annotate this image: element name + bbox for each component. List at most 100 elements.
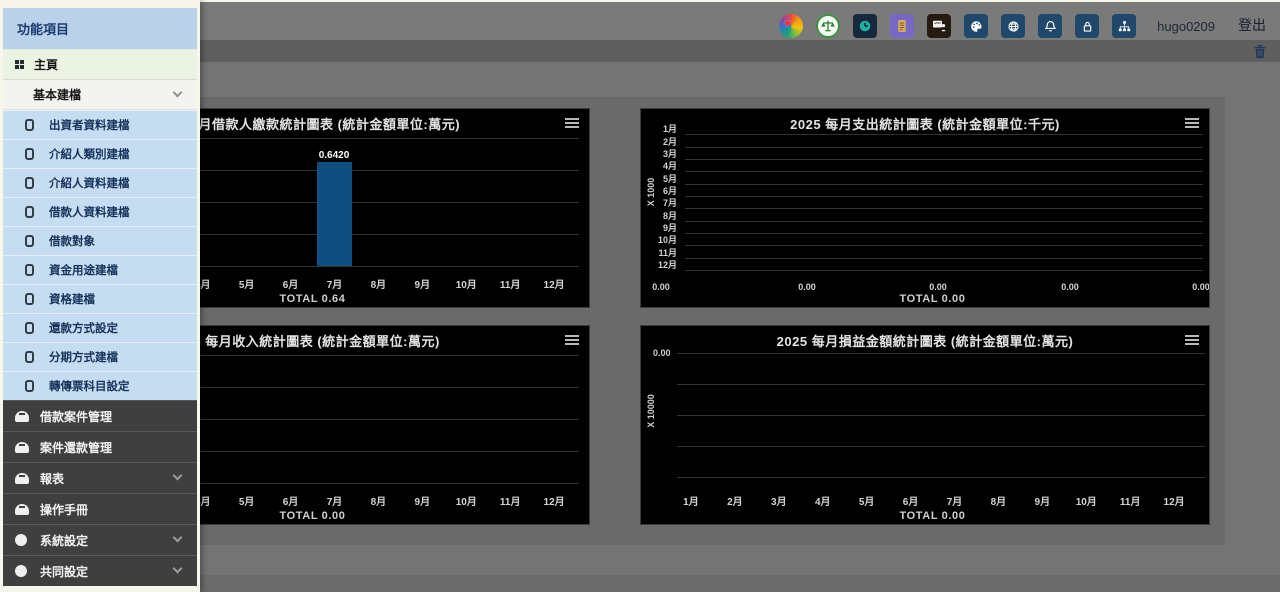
gridline xyxy=(677,446,1205,447)
sidebar-item-label: 共同設定 xyxy=(40,564,89,579)
category-row: 9月 xyxy=(649,222,1203,234)
bell-icon[interactable] xyxy=(1038,14,1063,38)
sidebar-item-label: 借款對象 xyxy=(49,236,95,248)
x-axis-label: 6月 xyxy=(902,497,919,508)
sidebar-section-item[interactable]: 借款案件管理 xyxy=(3,400,197,431)
sidebar-item-label: 資格建檔 xyxy=(49,294,95,306)
secondary-toolbar xyxy=(0,40,1280,62)
sidebar-section-item[interactable]: 案件還款管理 xyxy=(3,431,197,462)
x-axis-tick: 0.00 xyxy=(1192,282,1210,292)
presentation-icon[interactable] xyxy=(927,14,952,38)
sidebar-sub-item[interactable]: 資金用途建檔 xyxy=(3,255,197,284)
chart-title: 2025 每月損益金額統計圖表 (統計金額單位:萬元) xyxy=(776,334,1074,349)
sidebar-sub-item[interactable]: 轉傳票科目設定 xyxy=(3,371,197,400)
gridline xyxy=(685,172,1203,185)
chart-menu-icon[interactable] xyxy=(565,118,579,120)
sidebar-item-label: 案件還款管理 xyxy=(40,440,113,455)
bar-july[interactable] xyxy=(317,162,352,266)
chart-menu-icon[interactable] xyxy=(565,335,579,337)
home-grid-icon xyxy=(15,60,24,69)
x-axis-label: 9月 xyxy=(1034,497,1051,508)
sidebar-section-item[interactable]: 系統設定 xyxy=(3,524,197,555)
scroll-icon[interactable] xyxy=(890,14,915,38)
sidebar-sub-item[interactable]: 介紹人類別建檔 xyxy=(3,139,197,168)
card-outline-icon xyxy=(25,148,34,160)
sidebar-item-home[interactable]: 主頁 xyxy=(3,50,197,80)
x-axis-label: 5月 xyxy=(238,280,255,291)
x-axis-label: 6月 xyxy=(282,280,299,291)
sidebar-group-basic[interactable]: 基本建檔 xyxy=(3,80,197,110)
gridline xyxy=(45,387,579,388)
scales-logo-icon[interactable] xyxy=(816,14,841,38)
gridline xyxy=(45,170,579,171)
sidebar-sub-item[interactable]: 借款人資料建檔 xyxy=(3,197,197,226)
card-outline-icon xyxy=(25,264,34,276)
card-outline-icon xyxy=(25,235,34,247)
gridline xyxy=(45,451,579,452)
category-row: 3月 xyxy=(649,148,1203,160)
x-axis-label: 3月 xyxy=(771,497,787,508)
chart-total: TOTAL 0.00 xyxy=(279,510,346,522)
palette-icon[interactable] xyxy=(964,14,989,38)
chevron-down-icon xyxy=(172,470,183,481)
gridline xyxy=(45,483,579,484)
chart-menu-icon[interactable] xyxy=(1185,118,1199,120)
category-row: 5月 xyxy=(649,172,1203,185)
sidebar-group-label: 基本建檔 xyxy=(33,88,82,102)
sidebar-sub-item[interactable]: 出資者資料建檔 xyxy=(3,110,197,139)
globe-icon[interactable] xyxy=(1001,14,1026,38)
x-axis-label: 12月 xyxy=(543,280,565,291)
logout-link[interactable]: 登出 xyxy=(1238,17,1266,33)
section-icon xyxy=(15,472,29,484)
sidebar-sub-item[interactable]: 介紹人資料建檔 xyxy=(3,168,197,197)
sidebar-section-item[interactable]: 報表 xyxy=(3,462,197,493)
gridline xyxy=(685,148,1203,160)
sitemap-icon[interactable] xyxy=(1112,14,1137,38)
x-axis-label: 7月 xyxy=(946,497,963,508)
y-axis-label: 3月 xyxy=(662,148,677,159)
sidebar-item-label: 轉傳票科目設定 xyxy=(49,381,130,393)
chart-profit-loss: 2025 每月損益金額統計圖表 (統計金額單位:萬元) 0.00 X 10000… xyxy=(640,325,1210,525)
x-axis-label: 7月 xyxy=(326,497,343,508)
category-row: 12月 xyxy=(649,259,1203,271)
sidebar-item-label: 分期方式建檔 xyxy=(49,352,118,364)
sidebar-section-item[interactable]: 共同設定 xyxy=(3,555,197,586)
sidebar-sub-item[interactable]: 資格建檔 xyxy=(3,284,197,313)
wreath-logo-icon[interactable]: ♥ xyxy=(779,14,804,38)
sidebar-section-item[interactable]: 操作手冊 xyxy=(3,493,197,524)
x-axis-label: 4月 xyxy=(194,280,211,291)
gridline xyxy=(685,185,1203,197)
gridline xyxy=(685,123,1203,136)
trash-icon[interactable] xyxy=(1253,44,1267,59)
gridline xyxy=(45,355,579,356)
chevron-down-icon xyxy=(172,563,183,574)
gridline xyxy=(677,415,1205,416)
section-icon xyxy=(15,534,27,546)
sidebar-sub-item[interactable]: 還款方式設定 xyxy=(3,313,197,342)
top-accent-line xyxy=(0,0,1280,2)
chart-menu-icon[interactable] xyxy=(1185,335,1199,337)
x-axis-label: 1月 xyxy=(683,497,699,508)
lock-icon[interactable] xyxy=(1075,14,1100,38)
x-axis-label: 10月 xyxy=(455,497,477,508)
chart-total: TOTAL 0.64 xyxy=(279,293,346,305)
x-axis-label: 2月 xyxy=(727,497,743,508)
sidebar: 功能項目 主頁 基本建檔 出資者資料建檔 介紹人類別建檔 xyxy=(0,0,200,592)
x-axis-tick: 0.00 xyxy=(798,282,816,292)
sidebar-sub-item[interactable]: 分期方式建檔 xyxy=(3,342,197,371)
chart-title: 2025 每月收入統計圖表 (統計金額單位:萬元) xyxy=(170,334,440,349)
clock-icon[interactable] xyxy=(853,14,878,38)
gridline xyxy=(685,234,1203,247)
sidebar-sub-item[interactable]: 借款對象 xyxy=(3,226,197,255)
gridline xyxy=(685,209,1203,222)
x-axis-label: 9月 xyxy=(414,497,431,508)
y-axis-label: 12月 xyxy=(657,259,677,270)
chart-title: 2025 每月支出統計圖表 (統計金額單位:千元) xyxy=(790,117,1060,132)
y-axis-title: X 10000 xyxy=(646,394,656,428)
gridline xyxy=(685,197,1203,210)
section-icon xyxy=(15,441,29,453)
category-rows: 1月 2月 3月 4月 5月 xyxy=(649,123,1203,271)
y-axis-label: 5月 xyxy=(662,173,677,184)
x-axis-labels: 1月 2月 3月 4月 5月 6月 7月 8月 9月 10月 11月 12月 xyxy=(669,493,1196,508)
sidebar-item-label: 系統設定 xyxy=(40,533,89,548)
